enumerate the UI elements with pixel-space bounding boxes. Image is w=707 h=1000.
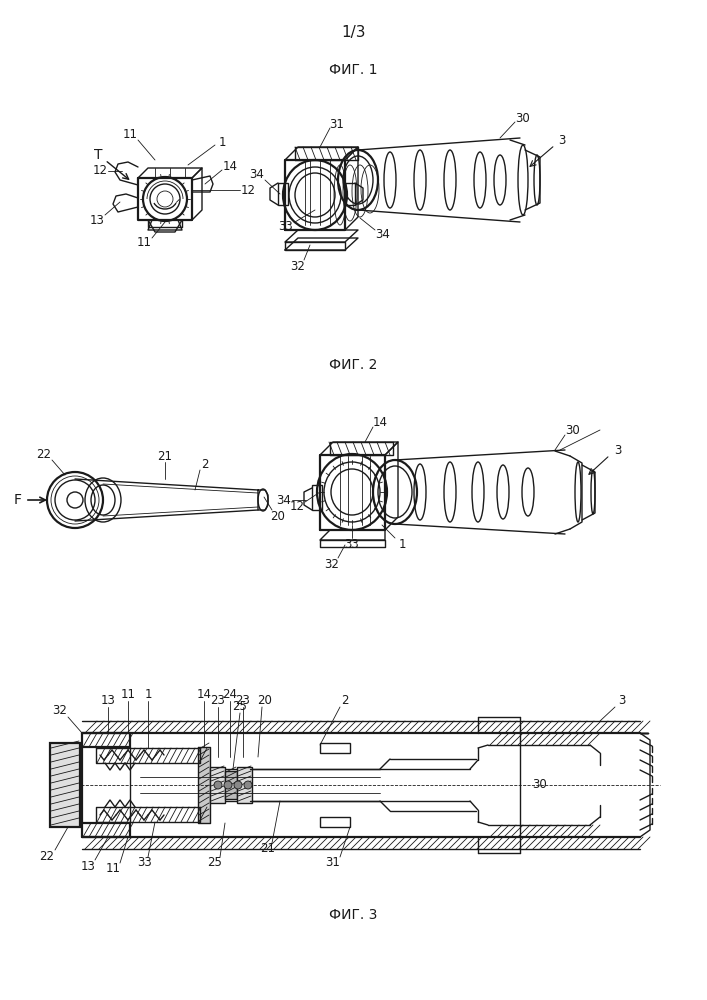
Ellipse shape — [244, 781, 252, 789]
Text: 20: 20 — [271, 510, 286, 522]
Bar — [320, 743, 350, 753]
Text: 23: 23 — [235, 694, 250, 708]
Text: 3: 3 — [614, 444, 621, 456]
Text: 30: 30 — [532, 778, 547, 792]
Text: 3: 3 — [559, 133, 566, 146]
Text: 34: 34 — [276, 493, 291, 506]
Text: 11: 11 — [105, 862, 120, 876]
Text: 31: 31 — [325, 856, 341, 869]
Text: 31: 31 — [329, 117, 344, 130]
Text: 24: 24 — [223, 688, 238, 702]
Bar — [312, 485, 322, 510]
Text: 11: 11 — [136, 236, 151, 249]
Text: 2: 2 — [341, 694, 349, 708]
Text: 30: 30 — [566, 424, 580, 436]
Text: 33: 33 — [138, 856, 153, 869]
Text: 14: 14 — [373, 416, 387, 428]
Text: 30: 30 — [515, 111, 530, 124]
Text: 13: 13 — [90, 214, 105, 227]
Text: 34: 34 — [250, 168, 264, 182]
Text: 1/3: 1/3 — [341, 24, 366, 39]
Text: 14: 14 — [197, 688, 211, 702]
Text: T: T — [94, 148, 103, 162]
Text: 22: 22 — [40, 850, 54, 862]
Polygon shape — [198, 747, 210, 823]
Ellipse shape — [224, 781, 232, 789]
Ellipse shape — [214, 781, 222, 789]
Text: 33: 33 — [344, 538, 359, 550]
Bar — [345, 183, 355, 205]
Text: 12: 12 — [289, 500, 305, 514]
Text: F: F — [14, 493, 22, 507]
Bar — [50, 743, 80, 827]
Text: 3: 3 — [619, 694, 626, 708]
Bar — [320, 817, 350, 827]
Text: 34: 34 — [375, 229, 390, 241]
Text: 2: 2 — [201, 458, 209, 471]
Bar — [225, 771, 237, 799]
Text: 13: 13 — [81, 859, 95, 872]
Text: ФИГ. 3: ФИГ. 3 — [329, 908, 378, 922]
Text: 32: 32 — [52, 704, 67, 718]
Text: 25: 25 — [208, 856, 223, 869]
Bar — [210, 767, 225, 803]
Text: 11: 11 — [120, 688, 136, 702]
Bar — [278, 183, 288, 205]
Text: 1: 1 — [218, 135, 226, 148]
Text: 1: 1 — [144, 688, 152, 702]
Text: 25: 25 — [233, 700, 247, 714]
Text: 1: 1 — [398, 538, 406, 550]
Text: 20: 20 — [257, 694, 272, 708]
Text: 12: 12 — [93, 164, 107, 178]
Text: 21: 21 — [158, 450, 173, 462]
Text: 33: 33 — [279, 221, 293, 233]
Text: 21: 21 — [260, 842, 276, 856]
Text: 11: 11 — [122, 128, 137, 141]
Text: 23: 23 — [211, 694, 226, 708]
Text: ФИГ. 2: ФИГ. 2 — [329, 358, 378, 372]
Ellipse shape — [234, 781, 242, 789]
Bar — [237, 767, 252, 803]
Text: 12: 12 — [240, 184, 255, 196]
Text: 32: 32 — [291, 259, 305, 272]
Text: 13: 13 — [100, 694, 115, 708]
Text: 32: 32 — [325, 558, 339, 570]
Text: 22: 22 — [37, 448, 52, 462]
Text: 14: 14 — [223, 159, 238, 172]
Text: ФИГ. 1: ФИГ. 1 — [329, 63, 378, 77]
